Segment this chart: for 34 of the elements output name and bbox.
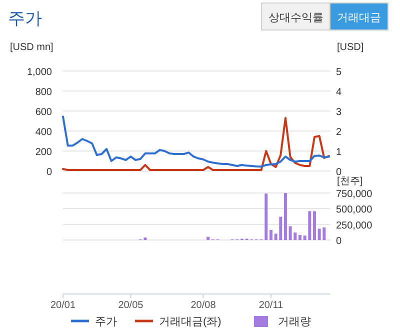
y2-tick-label: 750,000 [336,189,373,200]
y-tick-label: 400 [35,127,52,138]
y-tick-label: 600 [35,107,52,118]
y2-tick-label: 1 [336,147,342,158]
y-tick-label: 1,000 [26,67,52,78]
bar [312,211,316,240]
y-tick-label: 0 [46,167,52,178]
y2-tick-label: 250,000 [336,220,373,232]
text: 거래대금 [337,12,381,24]
y-axis-title: [USD mn] [10,42,54,53]
chart-title: 주가 [8,9,42,28]
y-tick-label: 200 [35,147,52,158]
y2-tick-label: 0 [336,236,342,247]
x-tick-label: 20/05 [118,300,144,311]
y2-axis-title: [천주] [337,176,363,187]
y2-tick-label: 500,000 [336,204,373,216]
x-tick-label: 20/08 [190,300,216,311]
y2-tick-label: 4 [336,87,342,98]
y2-tick-label: 0 [336,167,342,178]
bar [298,234,302,240]
legend-label: 주가 [95,316,117,328]
bar [206,236,210,240]
y-tick-label: 800 [35,87,52,98]
bar [269,230,272,240]
y2-tick-label: 5 [336,67,342,78]
legend-label: 거래량 [278,316,311,328]
y2-tick-label: 2 [336,127,342,138]
legend-label: 거래대금(좌) [159,316,222,328]
x-tick-label: 20/11 [258,300,284,311]
text: 상대수익률 [268,12,324,24]
y2-axis-title: [USD] [337,42,364,53]
x-tick-label: 20/01 [50,300,76,311]
y2-tick-label: 3 [336,107,342,118]
bar [284,193,287,240]
